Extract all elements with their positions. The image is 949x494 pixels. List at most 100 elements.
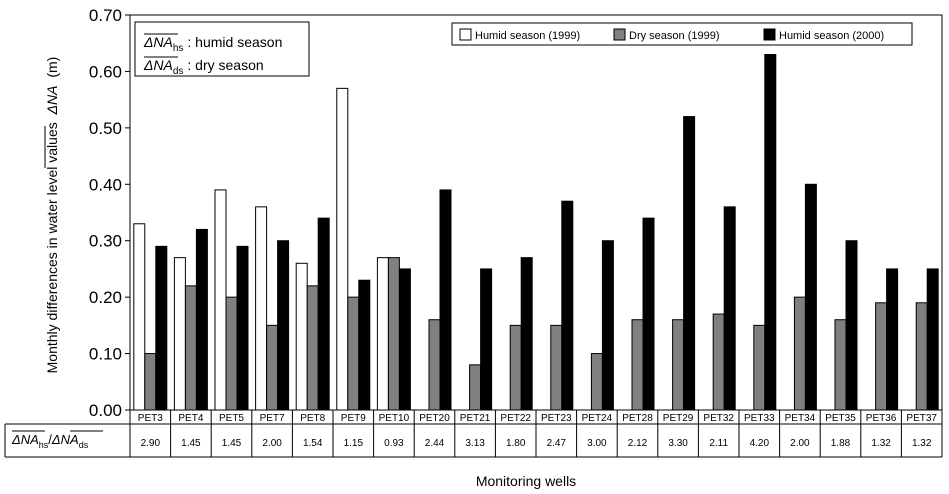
ratio-label-sub-hs: hs [39,440,49,450]
y-tick-label: 0.00 [89,401,122,420]
bar [336,87,349,411]
ds-definition: ΔNAds: dry season [143,57,264,77]
ratio-label-symbol-hs: ΔNA [11,432,39,447]
bar [469,364,482,411]
y-tick-label: 0.60 [89,62,122,81]
bar [834,319,847,411]
bar [753,324,766,411]
ratio-value: 2.44 [425,438,445,449]
bar [886,268,899,411]
bar [804,183,817,411]
bar [347,296,360,411]
ratio-value: 2.47 [547,438,567,449]
ratio-value: 2.00 [790,438,810,449]
hs-subscript: hs [173,43,184,54]
legend-swatch [763,28,776,41]
x-tick-label: PET33 [744,413,775,424]
bar [642,217,655,411]
bar [236,245,249,411]
bar [295,262,308,411]
bar [793,296,806,411]
legend-swatch [613,28,626,41]
x-tick-label: PET7 [260,413,285,424]
plot-area: 0.00 0.10 0.20 0.30 0.40 0.50 0.60 0.70 [89,6,943,420]
ratio-value: 3.30 [668,438,688,449]
ds-text: : dry season [187,57,263,73]
bar [266,324,279,411]
bar [723,206,736,411]
bar [195,228,208,411]
hs-text: : humid season [187,34,282,50]
x-tick-label: PET28 [622,413,653,424]
legend-entry: Dry season (1999) [629,30,720,42]
y-axis-title-symbol: ΔNA [44,86,60,116]
x-tick-label: PET21 [460,413,491,424]
bar [133,223,146,411]
ratio-value: 3.13 [465,438,485,449]
bar [184,285,197,411]
bar [631,319,644,411]
x-tick-label: PET24 [582,413,613,424]
bar [561,200,574,411]
y-tick-label: 0.70 [89,6,122,25]
bar [672,319,685,411]
bar [214,189,227,411]
bar [398,268,411,411]
ratio-value: 1.45 [222,438,242,449]
ratio-label-symbol-ds: ΔNA [51,432,79,447]
bar [173,257,186,411]
x-tick-label: PET29 [663,413,694,424]
ratio-value: 1.45 [181,438,201,449]
bar [520,257,533,411]
x-tick-label: PET32 [703,413,734,424]
ds-symbol: ΔNA [143,57,173,73]
x-tick-label: PET37 [906,413,937,424]
legend-entry: Humid season (2000) [779,30,884,42]
ratio-value: 1.88 [831,438,851,449]
ratio-value: 1.32 [912,438,932,449]
ratio-value: 2.11 [709,438,728,449]
bar [915,302,928,411]
ratio-value: 3.00 [587,438,607,449]
y-tick-label: 0.10 [89,345,122,364]
y-tick-label: 0.40 [89,175,122,194]
legend-swatch [459,28,472,41]
bar [428,319,441,411]
x-tick-label: PET8 [300,413,325,424]
bar [317,217,330,411]
ratio-value: 2.90 [141,438,161,449]
bar [387,257,400,411]
bar [155,245,168,411]
hs-symbol: ΔNA [143,34,173,50]
bar [376,257,389,411]
ratio-value: 2.12 [628,438,648,449]
x-axis-title: Monitoring wells [476,473,576,489]
bar [306,285,319,411]
bar [764,54,777,411]
bar [590,353,603,411]
bar [712,313,725,411]
ratio-label-sub-ds: ds [79,440,89,450]
y-axis-title-unit: (m) [44,57,60,78]
legend: Humid season (1999) Dry season (1999) Humi… [451,22,913,46]
x-tick-label: PET23 [541,413,572,424]
y-axis-title-text: Monthly differences in water level value… [44,122,60,373]
x-tick-label: PET22 [500,413,531,424]
x-tick-label: PET34 [785,413,816,424]
ds-subscript: ds [173,66,184,77]
x-tick-label: PET5 [219,413,244,424]
x-tick-label: PET20 [419,413,450,424]
ratio-label-sep: / [48,432,52,447]
bar [926,268,939,411]
bar [255,206,268,411]
symbol-definition-box: ΔNAhs: humid season ΔNAds: dry season [134,21,310,77]
ratio-value: 1.80 [506,438,526,449]
y-axis-title: Monthly differences in water level value… [44,57,60,374]
x-tick-label: PET10 [379,413,410,424]
bar [509,324,522,411]
bar [683,116,696,411]
x-tick-label: PET9 [341,413,366,424]
x-tick-label: PET36 [866,413,897,424]
ratio-value: 2.00 [262,438,282,449]
